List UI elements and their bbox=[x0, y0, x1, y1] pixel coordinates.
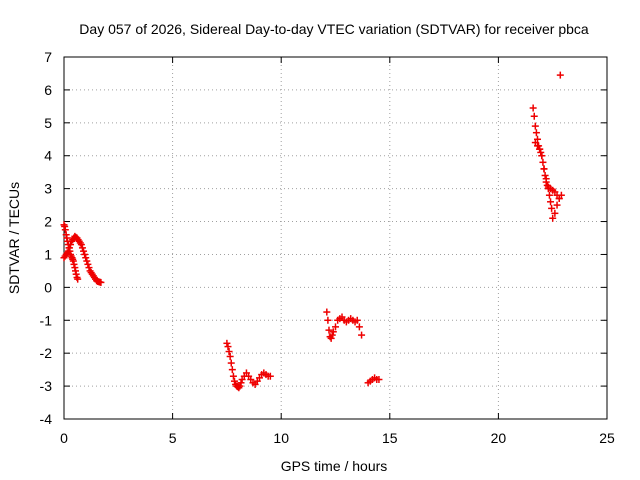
data-point bbox=[549, 214, 557, 222]
y-tick-label: -3 bbox=[40, 378, 53, 394]
y-tick-label: 6 bbox=[44, 82, 52, 98]
grid-lines bbox=[64, 57, 607, 419]
data-point bbox=[324, 316, 332, 324]
y-tick-label: 3 bbox=[44, 181, 52, 197]
data-point bbox=[227, 359, 235, 367]
data-point bbox=[529, 104, 537, 112]
data-point bbox=[539, 158, 547, 166]
x-tick-label: 10 bbox=[273, 430, 289, 446]
data-point bbox=[228, 366, 236, 374]
data-point bbox=[78, 244, 86, 252]
data-point bbox=[327, 334, 335, 342]
data-point bbox=[226, 352, 234, 360]
data-point bbox=[61, 226, 69, 234]
chart-title: Day 057 of 2026, Sidereal Day-to-day VTE… bbox=[79, 21, 589, 37]
y-tick-labels: -4 -3 -2 -1 0 1 2 3 4 5 6 7 bbox=[40, 49, 53, 427]
y-axis-label: SDTVAR / TECUs bbox=[6, 182, 22, 294]
data-points bbox=[60, 71, 565, 392]
data-point bbox=[541, 171, 549, 179]
data-point bbox=[74, 275, 82, 283]
x-axis-label: GPS time / hours bbox=[281, 458, 388, 474]
data-point bbox=[81, 250, 89, 258]
data-point bbox=[536, 145, 544, 153]
data-point bbox=[358, 331, 366, 339]
data-point bbox=[85, 264, 93, 272]
x-tick-label: 5 bbox=[169, 430, 177, 446]
data-point bbox=[551, 209, 559, 217]
data-point bbox=[64, 247, 72, 255]
data-point bbox=[225, 348, 233, 356]
data-point bbox=[84, 260, 92, 268]
y-tick-label: 7 bbox=[44, 49, 52, 65]
data-point bbox=[547, 198, 555, 206]
data-point bbox=[545, 191, 553, 199]
data-point bbox=[532, 129, 540, 137]
data-point bbox=[531, 122, 539, 130]
data-point bbox=[67, 241, 75, 249]
y-tick-label: 0 bbox=[44, 279, 52, 295]
x-tick-label: 15 bbox=[382, 430, 398, 446]
data-point bbox=[355, 323, 363, 331]
y-tick-label: -1 bbox=[40, 312, 53, 328]
x-tick-label: 20 bbox=[491, 430, 507, 446]
data-point bbox=[224, 343, 232, 351]
data-point bbox=[353, 316, 361, 324]
data-point bbox=[229, 372, 237, 380]
data-point bbox=[540, 165, 548, 173]
y-tick-label: 2 bbox=[44, 214, 52, 230]
data-point bbox=[542, 178, 550, 186]
data-point bbox=[538, 152, 546, 160]
y-tick-label: -4 bbox=[40, 411, 53, 427]
data-point bbox=[553, 201, 561, 209]
y-tick-label: 1 bbox=[44, 246, 52, 262]
axis-ticks bbox=[63, 56, 608, 420]
data-point bbox=[548, 204, 556, 212]
data-point bbox=[530, 112, 538, 120]
data-point bbox=[83, 257, 91, 265]
data-point bbox=[97, 278, 105, 286]
x-tick-labels: 0 5 10 15 20 25 bbox=[60, 430, 615, 446]
data-point bbox=[237, 379, 245, 387]
data-point bbox=[543, 181, 551, 189]
plot-frame bbox=[63, 56, 608, 420]
data-point bbox=[328, 331, 336, 339]
data-point bbox=[375, 376, 383, 384]
data-point bbox=[80, 247, 88, 255]
x-tick-label: 25 bbox=[599, 430, 615, 446]
data-point bbox=[266, 372, 274, 380]
data-point bbox=[325, 326, 333, 334]
x-tick-label: 0 bbox=[60, 430, 68, 446]
data-point bbox=[332, 323, 339, 331]
data-point bbox=[70, 260, 78, 268]
data-point bbox=[65, 244, 73, 252]
data-point bbox=[329, 328, 337, 336]
data-point bbox=[231, 377, 239, 385]
data-point bbox=[223, 339, 231, 347]
data-point bbox=[236, 382, 244, 390]
data-point bbox=[537, 148, 545, 156]
y-tick-label: -2 bbox=[40, 345, 53, 361]
data-point bbox=[555, 195, 563, 203]
data-point bbox=[72, 270, 80, 278]
data-point bbox=[77, 241, 85, 249]
y-tick-label: 4 bbox=[44, 148, 52, 164]
data-point bbox=[556, 71, 564, 79]
data-point bbox=[82, 254, 90, 262]
data-point bbox=[323, 308, 331, 316]
y-tick-label: 5 bbox=[44, 115, 52, 131]
